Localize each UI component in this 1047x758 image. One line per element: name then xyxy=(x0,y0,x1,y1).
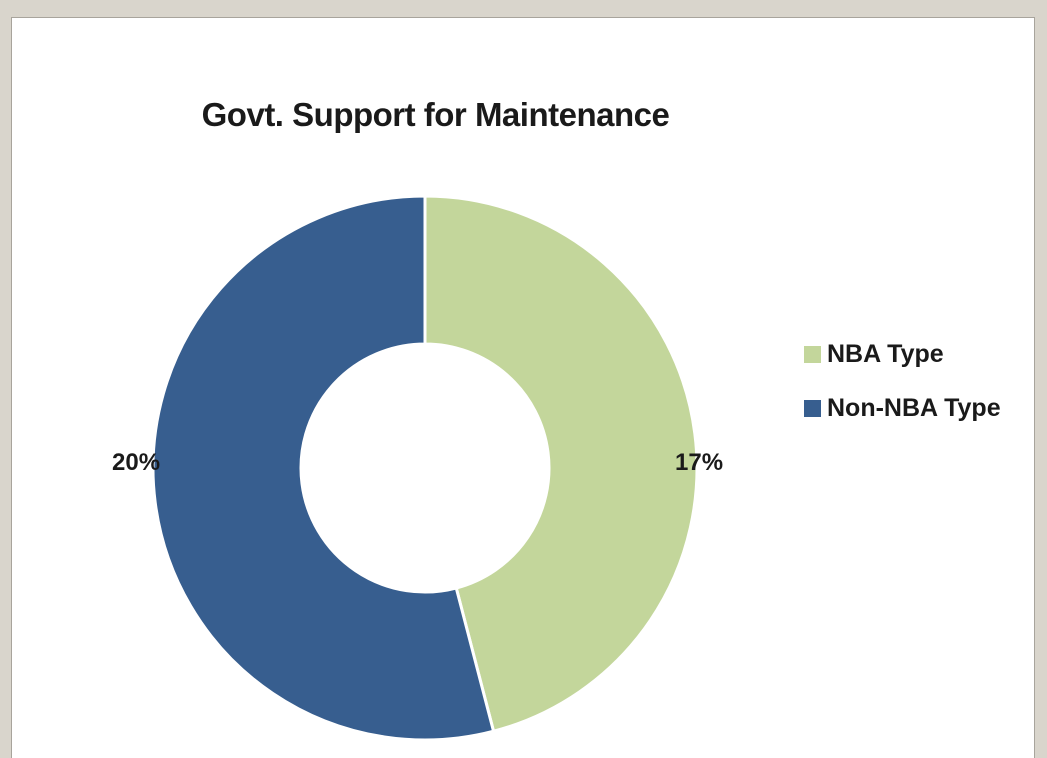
chart-area: Govt. Support for Maintenance 20% 17% NB… xyxy=(11,17,1035,758)
donut-slice-nba-type xyxy=(423,194,699,734)
data-label-non-nba-type: 20% xyxy=(112,449,160,476)
legend-label-nba-type: NBA Type xyxy=(827,339,944,368)
data-label-nba-type: 17% xyxy=(675,449,723,476)
legend-item-non-nba-type: Non-NBA Type xyxy=(804,392,1001,424)
legend-item-nba-type: NBA Type xyxy=(804,338,1001,370)
donut-slice-non-nba-type xyxy=(151,194,496,742)
legend-swatch-non-nba-type xyxy=(804,399,821,417)
legend-swatch-nba-type xyxy=(804,345,821,363)
donut-chart: 20% 17% xyxy=(112,194,723,742)
chart-title: Govt. Support for Maintenance xyxy=(201,96,670,133)
donut-slices xyxy=(151,194,699,742)
chart-legend: NBA Type Non-NBA Type xyxy=(804,338,1001,446)
legend-label-non-nba-type: Non-NBA Type xyxy=(827,393,1001,422)
